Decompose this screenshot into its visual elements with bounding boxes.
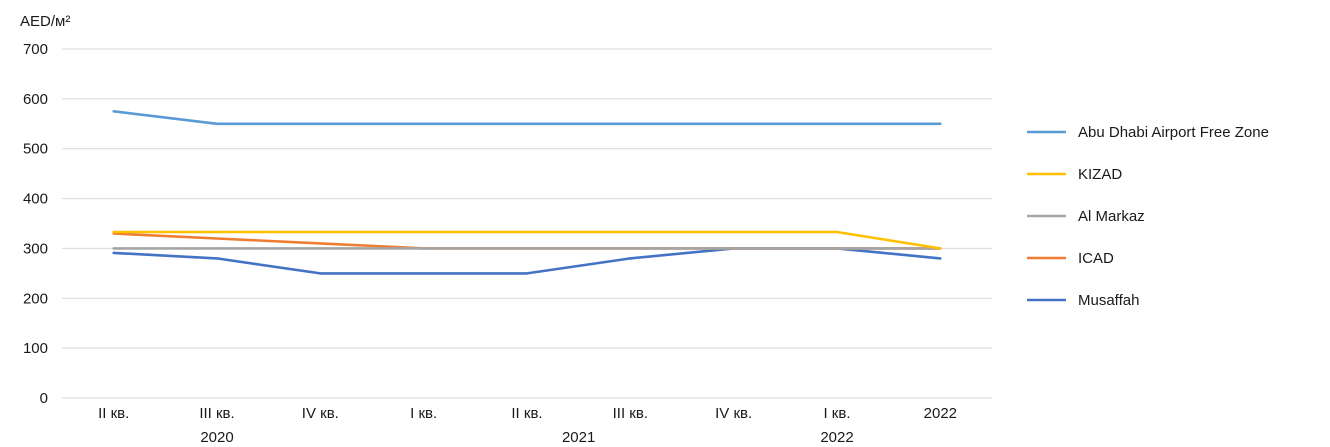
x-axis-year-labels: 2020 2021 2022: [200, 429, 853, 446]
legend-label: Abu Dhabi Airport Free Zone: [1078, 124, 1269, 141]
series-line-musaffah: [112, 247, 942, 275]
series-line-icad: [112, 232, 942, 250]
legend-label: ICAD: [1078, 250, 1114, 267]
y-axis-ticks: 0 100 200 300 400 500 600 700: [23, 41, 48, 407]
y-tick-label: 200: [23, 290, 48, 307]
x-tick-label: I кв.: [823, 405, 850, 422]
series-line-abu-dhabi-airport-free-zone: [112, 110, 942, 126]
legend-label: Musaffah: [1078, 292, 1139, 309]
legend-label: KIZAD: [1078, 166, 1122, 183]
legend: Abu Dhabi Airport Free Zone KIZAD Al Marka…: [1027, 124, 1269, 309]
x-year-label: 2022: [820, 429, 853, 446]
series-line-kizad: [112, 230, 942, 250]
gridlines: [62, 48, 992, 399]
legend-label: Al Markaz: [1078, 208, 1145, 225]
x-tick-label: II кв.: [98, 405, 129, 422]
x-year-label: 2021: [562, 429, 595, 446]
y-tick-label: 600: [23, 91, 48, 108]
x-tick-label: 2022: [924, 405, 957, 422]
x-tick-label: IV кв.: [715, 405, 752, 422]
y-tick-label: 700: [23, 41, 48, 58]
y-tick-label: 300: [23, 240, 48, 257]
x-tick-label: III кв.: [199, 405, 234, 422]
y-tick-label: 500: [23, 141, 48, 158]
x-tick-label: III кв.: [613, 405, 648, 422]
x-tick-label: IV кв.: [302, 405, 339, 422]
y-tick-label: 0: [40, 390, 48, 407]
x-axis-ticks: II кв. III кв. IV кв. I кв. II кв. III кв. IV …: [98, 405, 957, 422]
x-tick-label: II кв.: [511, 405, 542, 422]
x-year-label: 2020: [200, 429, 233, 446]
y-tick-label: 400: [23, 191, 48, 208]
y-axis-label: AED/м²: [20, 13, 70, 30]
series-lines: [112, 110, 942, 275]
y-tick-label: 100: [23, 340, 48, 357]
x-tick-label: I кв.: [410, 405, 437, 422]
